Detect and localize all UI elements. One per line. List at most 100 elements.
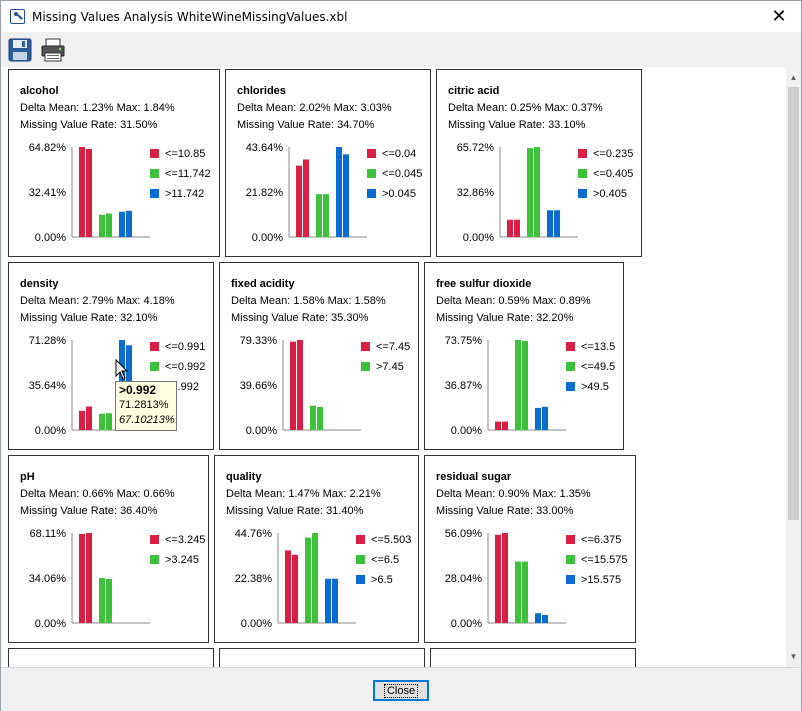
legend-label: <=0.235 [593, 148, 633, 160]
bar [79, 533, 85, 623]
y-tick-label: 56.09% [445, 528, 483, 540]
bar [296, 165, 302, 237]
panel-missing-rate: Missing Value Rate: 33.00% [436, 505, 574, 517]
bar [502, 533, 508, 623]
legend-label: <=5.503 [371, 534, 411, 546]
y-tick-label: 28.04% [445, 573, 483, 585]
print-icon[interactable] [40, 37, 66, 63]
close-button-label: Close [383, 683, 419, 698]
panel-delta-mean: Delta Mean: 2.79% Max: 4.18% [20, 295, 175, 307]
panel-missing-rate: Missing Value Rate: 31.50% [20, 119, 158, 131]
legend-swatch [566, 575, 575, 584]
bar [535, 613, 541, 623]
y-tick-label: 0.00% [35, 425, 66, 437]
legend-label: >6.5 [371, 574, 393, 586]
bar [554, 210, 560, 237]
chart-panel-partial [8, 648, 214, 667]
panel-title: residual sugar [436, 471, 512, 483]
bar [312, 533, 318, 623]
legend-swatch [150, 535, 159, 544]
bar-chart: 44.76% 22.38% 0.00% <=5.503 <=6.5 >6.5 [235, 528, 412, 630]
panel-title: quality [226, 471, 262, 483]
panel-title: chlorides [237, 85, 286, 97]
bar-chart: 65.72% 32.86% 0.00% <=0.235 <=0.405 >0.405 [457, 142, 634, 244]
panel-delta-mean: Delta Mean: 0.90% Max: 1.35% [436, 488, 591, 500]
chart-panel-alcohol: alcohol Delta Mean: 1.23% Max: 1.84% Mis… [8, 69, 220, 257]
legend-label: <=0.04 [382, 148, 416, 160]
bar [119, 211, 125, 237]
bar [310, 405, 316, 430]
legend-label: <=0.405 [593, 168, 633, 180]
bar [542, 614, 548, 623]
y-tick-label: 39.66% [240, 380, 278, 392]
panel-title: fixed acidity [231, 278, 295, 290]
y-tick-label: 79.33% [240, 335, 278, 347]
bar [106, 413, 112, 430]
toolbar [1, 32, 801, 67]
bar-chart: 79.33% 39.66% 0.00% <=7.45 >7.45 [240, 335, 411, 437]
chart-panel-free-sulfur-dioxide: free sulfur dioxide Delta Mean: 0.59% Ma… [424, 262, 624, 450]
scroll-up-icon[interactable]: ▲ [789, 73, 798, 82]
save-icon[interactable] [7, 37, 33, 63]
bar [515, 340, 521, 430]
panel-missing-rate: Missing Value Rate: 36.40% [20, 505, 158, 517]
bar [495, 421, 501, 430]
panel-delta-mean: Delta Mean: 1.47% Max: 2.21% [226, 488, 381, 500]
y-tick-label: 68.11% [30, 528, 67, 540]
legend-swatch [578, 169, 587, 178]
chart-panel-chlorides: chlorides Delta Mean: 2.02% Max: 3.03% M… [225, 69, 431, 257]
dialog-footer: Close [1, 667, 801, 711]
panel-missing-rate: Missing Value Rate: 32.20% [436, 312, 574, 324]
y-tick-label: 0.00% [241, 618, 272, 630]
bar-chart: 56.09% 28.04% 0.00% <=6.375 <=15.575 >15.575 [445, 528, 628, 630]
chart-panel-quality: quality Delta Mean: 1.47% Max: 2.21% Mis… [214, 455, 419, 643]
panel-title: alcohol [20, 85, 59, 97]
chart-panel-fixed-acidity: fixed acidity Delta Mean: 1.58% Max: 1.5… [219, 262, 419, 450]
legend-label: <=15.575 [581, 554, 628, 566]
bar [99, 578, 105, 623]
chart-panel-density: density Delta Mean: 2.79% Max: 4.18% Mis… [8, 262, 214, 450]
legend-label: <=49.5 [581, 361, 615, 373]
legend-label: <=7.45 [376, 341, 410, 353]
y-tick-label: 43.64% [246, 142, 284, 154]
app-icon [10, 9, 25, 24]
legend-swatch [578, 189, 587, 198]
panel-delta-mean: Delta Mean: 0.25% Max: 0.37% [448, 102, 603, 114]
legend-label: <=6.375 [581, 534, 621, 546]
legend-label: <=10.85 [165, 148, 205, 160]
y-tick-label: 0.00% [451, 425, 482, 437]
chart-panel-residual-sugar: residual sugar Delta Mean: 0.90% Max: 1.… [424, 455, 636, 643]
bar [332, 578, 338, 623]
y-tick-label: 65.72% [457, 142, 495, 154]
scrollbar-thumb[interactable] [788, 87, 799, 520]
legend-label: <=6.5 [371, 554, 399, 566]
legend-swatch [566, 342, 575, 351]
bar [507, 219, 513, 237]
tooltip-label: >0.992 [119, 383, 157, 397]
bar-chart: 64.82% 32.41% 0.00% <=10.85 <=11.742 >11.742 [29, 142, 211, 244]
bar [317, 406, 323, 430]
legend-swatch [367, 149, 376, 158]
bar [495, 534, 501, 623]
y-tick-label: 0.00% [252, 232, 283, 244]
y-tick-label: 0.00% [451, 618, 482, 630]
bar [106, 213, 112, 237]
window-close-button[interactable]: ✕ [771, 6, 787, 27]
close-button[interactable]: Close [373, 680, 429, 701]
panel-missing-rate: Missing Value Rate: 31.40% [226, 505, 364, 517]
bar [547, 210, 553, 237]
bar [535, 407, 541, 430]
bar [126, 210, 132, 237]
bar [297, 340, 303, 430]
panel-title: free sulfur dioxide [436, 278, 532, 290]
vertical-scrollbar[interactable]: ▲ ▼ [786, 67, 801, 667]
legend-label: >7.45 [376, 361, 404, 373]
legend-label: <=0.992 [165, 361, 205, 373]
legend-swatch [578, 149, 587, 158]
legend-swatch [150, 189, 159, 198]
scroll-down-icon[interactable]: ▼ [789, 652, 798, 661]
legend-swatch [566, 382, 575, 391]
legend-swatch [361, 342, 370, 351]
legend-swatch [566, 535, 575, 544]
panel-delta-mean: Delta Mean: 1.58% Max: 1.58% [231, 295, 386, 307]
